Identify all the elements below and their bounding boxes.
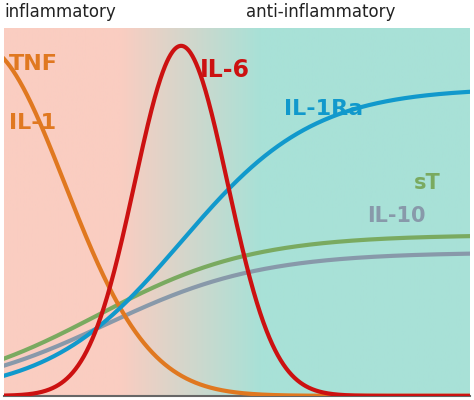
Text: TNF: TNF <box>9 54 58 74</box>
Text: IL-6: IL-6 <box>200 58 250 82</box>
Text: inflammatory: inflammatory <box>4 3 116 21</box>
Text: sT: sT <box>414 173 441 193</box>
Text: IL-1Ra: IL-1Ra <box>283 99 363 119</box>
Text: IL-1: IL-1 <box>9 113 56 133</box>
Text: anti-inflammatory: anti-inflammatory <box>246 3 396 21</box>
Text: IL-10: IL-10 <box>367 206 426 226</box>
